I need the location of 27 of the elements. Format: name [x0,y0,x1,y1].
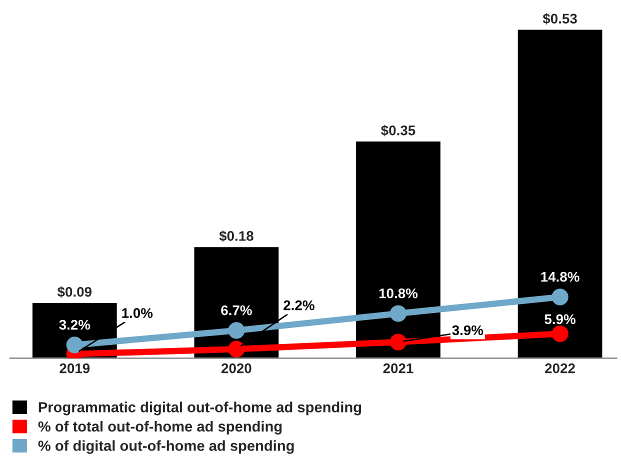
data-label: 2.2% [284,300,314,310]
data-label: 1.0% [122,308,153,318]
legend-label: Programmatic digital out-of-home ad spending [38,402,362,416]
point [66,336,83,354]
data-label: 14.8% [541,272,580,282]
x-tick-label: 2019 [60,363,90,374]
point [228,322,245,339]
data-label: 3.9% [452,325,484,336]
data-label: $0.35 [381,124,416,136]
bar [516,28,604,358]
legend-label: % of total out-of-home ad spending [38,420,282,435]
legend-label: % of digital out-of-home ad spending [38,440,294,454]
point [552,325,568,342]
x-tick-label: 2020 [221,363,252,374]
data-label: 5.9% [544,314,576,324]
data-label: 10.8% [379,288,418,298]
point [228,340,245,358]
data-label: $0.18 [219,230,254,242]
point [552,288,568,306]
data-label: $0.53 [542,13,577,24]
x-tick-label: 2022 [545,363,575,374]
data-label: $0.09 [57,286,92,298]
x-tick-label: 2021 [383,363,414,374]
point [390,305,407,322]
data-label: 6.7% [221,305,252,316]
data-label: 3.2% [59,320,90,330]
point [390,334,407,350]
